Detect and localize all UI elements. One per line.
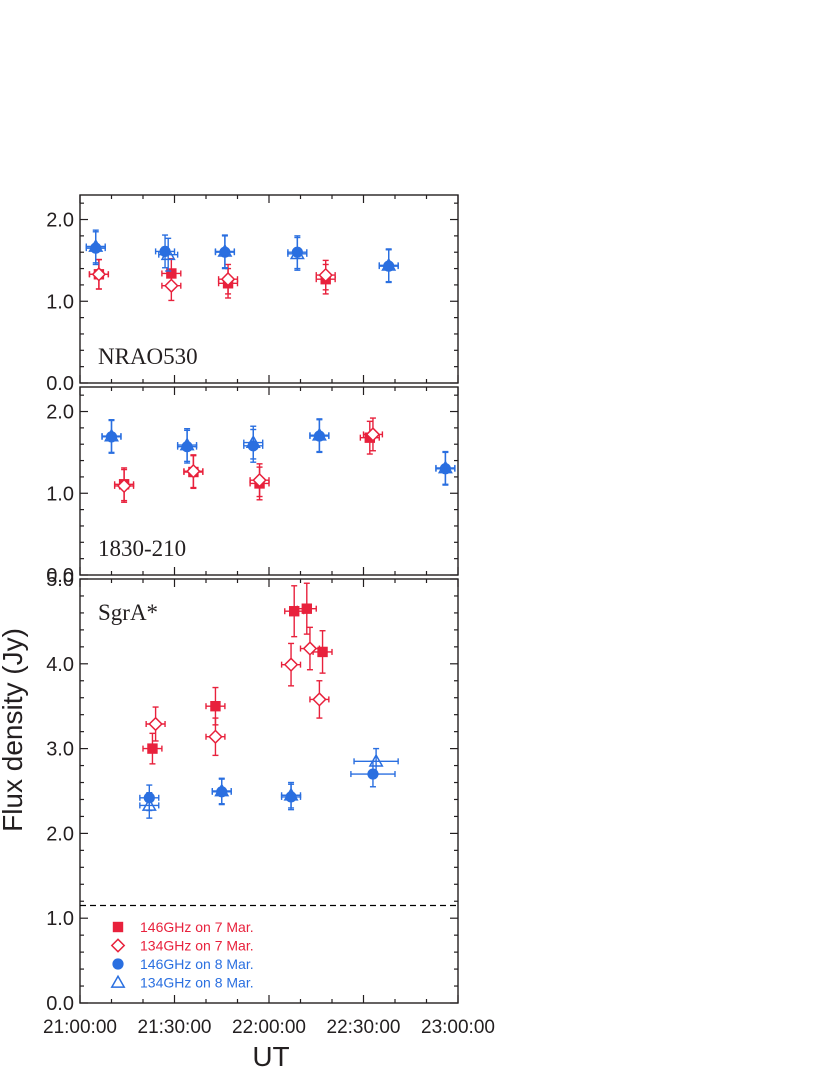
panel-sgra: 0.0 1.0 2.0 3.0 4.0 5.0 SgrA* 21:00:00 21:30:00 2… bbox=[43, 569, 495, 1038]
panel-1830-210: 0.0 1.0 2.0 1830-210 bbox=[46, 386, 459, 587]
x-tick-label: 22:00:00 bbox=[232, 1017, 306, 1038]
series-146ghz-on-8-mar bbox=[101, 418, 456, 486]
data-point-open-diamond bbox=[220, 271, 236, 287]
legend-marker-filled-square bbox=[112, 921, 124, 933]
series-134ghz-on-8-mar bbox=[85, 229, 399, 283]
data-point-open-triangle bbox=[179, 437, 195, 451]
series-134ghz-on-8-mar bbox=[139, 747, 399, 819]
series-134ghz-on-7-mar bbox=[88, 258, 336, 302]
data-point-open-diamond bbox=[164, 278, 179, 293]
y-tick-label: 1.0 bbox=[46, 483, 74, 505]
y-tick-label: 3.0 bbox=[46, 739, 74, 761]
y-tick-label: 2.0 bbox=[46, 210, 74, 232]
x-tick-label: 23:00:00 bbox=[421, 1017, 495, 1038]
series-146ghz-on-7-mar bbox=[113, 420, 380, 502]
panel-frame bbox=[79, 578, 459, 1004]
data-point-open-diamond bbox=[208, 729, 223, 744]
legend-marker-open-diamond bbox=[110, 938, 126, 953]
data-point-open-triangle bbox=[437, 460, 453, 474]
data-point-open-diamond bbox=[148, 716, 163, 732]
data-point-open-triangle bbox=[283, 787, 299, 801]
y-tick-label: 2.0 bbox=[46, 823, 74, 845]
panel-nrao530: 0.0 1.0 2.0 NRAO530 bbox=[46, 194, 459, 395]
panel-label: NRAO530 bbox=[98, 344, 198, 369]
legend-marker-filled-circle bbox=[112, 958, 124, 970]
panel-label: SgrA* bbox=[98, 600, 158, 625]
y-tick-label: 5.0 bbox=[46, 569, 74, 591]
legend-label: 146GHz on 8 Mar. bbox=[140, 956, 254, 972]
data-point-open-triangle bbox=[214, 783, 230, 797]
data-point-filled-square bbox=[147, 743, 158, 754]
panel-label: 1830-210 bbox=[98, 536, 186, 561]
data-point-open-triangle bbox=[368, 753, 384, 767]
x-tick-label: 21:30:00 bbox=[138, 1017, 212, 1038]
y-tick-label: 2.0 bbox=[46, 402, 74, 424]
legend-label: 134GHz on 8 Mar. bbox=[140, 975, 254, 991]
data-point-open-triangle bbox=[160, 246, 176, 261]
data-point-open-diamond bbox=[252, 472, 267, 488]
data-point-filled-square bbox=[301, 603, 312, 614]
axes-labels: Flux density (Jy) UT bbox=[0, 628, 290, 1072]
x-tick-label: 21:00:00 bbox=[43, 1017, 117, 1038]
y-tick-label: 0.0 bbox=[46, 373, 74, 395]
legend-marker-open-triangle bbox=[110, 974, 126, 988]
data-point-open-triangle bbox=[104, 428, 119, 442]
data-point-open-diamond bbox=[318, 267, 333, 283]
legend-entry-134ghz-on-8-mar: 134GHz on 8 Mar. bbox=[110, 974, 254, 991]
data-point-open-triangle bbox=[381, 257, 397, 271]
series-146ghz-on-7-mar bbox=[142, 582, 333, 765]
series-134ghz-on-7-mar bbox=[145, 626, 330, 757]
data-point-open-diamond bbox=[186, 463, 201, 479]
x-axis-label: UT bbox=[252, 1041, 289, 1072]
data-point-filled-square bbox=[289, 606, 300, 617]
data-point-open-triangle bbox=[141, 797, 157, 811]
data-point-open-diamond bbox=[91, 267, 107, 282]
data-point-open-triangle bbox=[311, 427, 327, 441]
data-point-open-triangle bbox=[217, 243, 233, 257]
legend-label: 134GHz on 7 Mar. bbox=[140, 938, 254, 954]
data-point-open-triangle bbox=[245, 434, 261, 448]
data-point-open-diamond bbox=[302, 641, 318, 656]
legend-label: 146GHz on 7 Mar. bbox=[140, 919, 254, 935]
series-146ghz-on-8-mar bbox=[139, 760, 396, 812]
data-point-open-diamond bbox=[312, 692, 327, 707]
legend: 146GHz on 7 Mar. 134GHz on 7 Mar. 146GHz o… bbox=[110, 919, 254, 991]
y-axis-label: Flux density (Jy) bbox=[0, 628, 28, 832]
y-tick-label: 1.0 bbox=[46, 908, 74, 930]
legend-entry-146ghz-on-7-mar: 146GHz on 7 Mar. bbox=[112, 919, 254, 935]
data-point-open-triangle bbox=[88, 238, 104, 252]
data-point-filled-square bbox=[317, 646, 328, 658]
y-tick-label: 0.0 bbox=[46, 993, 74, 1015]
y-tick-label: 0.0 bbox=[46, 565, 74, 587]
data-point-filled-square bbox=[210, 701, 221, 712]
y-tick-label: 1.0 bbox=[46, 291, 74, 313]
y-tick-label: 4.0 bbox=[46, 654, 74, 676]
panels-layer: 0.0 1.0 2.0 NRAO530 0.0 1.0 2.0 1830-210 0.0 1.0 2… bbox=[43, 194, 495, 1038]
data-point-open-diamond bbox=[116, 478, 132, 494]
series-134ghz-on-8-mar bbox=[101, 418, 456, 485]
series-146ghz-on-7-mar bbox=[88, 258, 336, 299]
data-point-open-diamond bbox=[365, 427, 381, 442]
data-point-open-diamond bbox=[283, 657, 299, 672]
x-tick-label: 22:30:00 bbox=[327, 1017, 401, 1038]
legend-entry-134ghz-on-7-mar: 134GHz on 7 Mar. bbox=[110, 938, 254, 954]
data-point-open-triangle bbox=[289, 246, 305, 260]
series-134ghz-on-7-mar bbox=[113, 417, 384, 503]
series-146ghz-on-8-mar bbox=[85, 231, 399, 284]
legend-entry-146ghz-on-8-mar: 146GHz on 8 Mar. bbox=[112, 956, 254, 972]
